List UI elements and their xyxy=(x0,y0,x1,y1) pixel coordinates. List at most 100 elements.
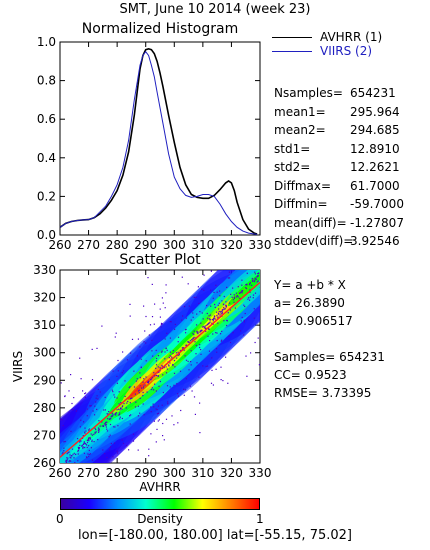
scatter-point xyxy=(104,396,106,398)
scatter-point xyxy=(190,361,192,363)
scatter-point xyxy=(85,430,87,432)
scatter-point xyxy=(226,324,228,327)
scatter-point xyxy=(192,332,194,334)
scatter-point xyxy=(104,453,106,455)
scatter-point xyxy=(162,391,164,394)
scatter-point xyxy=(70,374,72,376)
scatter-point xyxy=(155,408,157,410)
scatter-point xyxy=(169,321,171,323)
scatter-point xyxy=(255,278,257,280)
scatter-point xyxy=(173,372,176,374)
scatter-point xyxy=(203,327,205,329)
scatter-point xyxy=(160,322,163,324)
scatter-point xyxy=(154,383,156,385)
scatter-point xyxy=(130,414,132,416)
scatter-point xyxy=(253,317,255,319)
scatter-point xyxy=(66,459,68,461)
legend-item-avhrr: AVHRR (1) xyxy=(272,30,382,44)
scatter-point xyxy=(144,384,146,386)
scatter-point xyxy=(188,341,190,343)
scatter-point xyxy=(216,351,218,353)
scatter-point xyxy=(181,276,183,278)
scatter-point xyxy=(208,328,210,330)
scatter-point xyxy=(132,433,135,435)
scatter-point xyxy=(229,341,232,344)
scatter-point xyxy=(213,317,215,319)
scatter-point xyxy=(218,312,220,314)
scatter-point xyxy=(236,295,238,297)
scatter-point xyxy=(142,387,144,389)
scatter-point xyxy=(108,379,110,381)
scatter-point xyxy=(237,296,239,298)
scatter-point xyxy=(80,440,82,442)
histogram-series-viirs xyxy=(59,50,258,235)
stat-value: 294.685 xyxy=(350,123,400,137)
scatter-point xyxy=(94,432,96,434)
scatter-point xyxy=(142,395,144,397)
scatter-point xyxy=(228,335,230,337)
scatter-point xyxy=(197,331,199,333)
scatter-point xyxy=(73,457,75,459)
scatter-point xyxy=(233,301,235,303)
scatter-point xyxy=(177,395,179,397)
scatter-point xyxy=(162,435,164,437)
scatter-point xyxy=(153,420,155,422)
scatter-point xyxy=(176,357,178,359)
scatter-point xyxy=(96,408,98,410)
scatter-point xyxy=(223,295,225,298)
scatter-point xyxy=(113,442,116,444)
scatter-point xyxy=(209,319,211,321)
scatter-point xyxy=(182,315,184,317)
stat-value: 12.8910 xyxy=(350,141,400,156)
scatter-point xyxy=(110,416,112,418)
scatter-point xyxy=(129,402,131,404)
scatter-point xyxy=(170,358,172,360)
scatter-point xyxy=(114,426,116,428)
scatter-point xyxy=(114,413,116,415)
scatter-point xyxy=(125,407,127,409)
scatter-point xyxy=(210,289,212,291)
scatter-point xyxy=(238,292,240,294)
colorbar-title: Density xyxy=(137,512,183,526)
scatter-point xyxy=(155,367,157,369)
scatter-point xyxy=(120,407,122,409)
histogram-x-tick-label: 300 xyxy=(163,238,186,252)
scatter-point xyxy=(245,284,247,286)
scatter-point xyxy=(77,460,79,462)
scatter-point xyxy=(89,405,91,407)
scatter-point xyxy=(172,352,174,355)
scatter-point xyxy=(193,330,195,332)
scatter-point xyxy=(162,374,164,376)
scatter-point xyxy=(251,277,253,280)
stat-label: std1= xyxy=(274,141,311,156)
scatter-point xyxy=(139,385,141,387)
scatter-point xyxy=(201,288,203,290)
scatter-point xyxy=(84,427,86,429)
scatter-point xyxy=(150,406,152,408)
scatter-point xyxy=(119,418,121,420)
scatter-point xyxy=(138,389,140,391)
scatter-point xyxy=(177,351,179,353)
scatter-point xyxy=(150,433,152,435)
scatter-point xyxy=(161,297,163,299)
scatter-point xyxy=(217,304,219,306)
scatter-point xyxy=(80,419,82,421)
scatter-point xyxy=(126,445,128,447)
scatter-point xyxy=(87,455,90,457)
scatter-point xyxy=(162,422,164,425)
scatter-point xyxy=(70,457,72,459)
scatter-point xyxy=(77,438,79,440)
scatter-point xyxy=(151,387,153,389)
scatter-point xyxy=(117,452,119,454)
scatter-point xyxy=(235,292,237,294)
scatter-point xyxy=(87,453,89,455)
scatter-point xyxy=(251,284,253,286)
scatter-point xyxy=(90,462,92,463)
scatter-point xyxy=(254,292,257,294)
scatter-point xyxy=(91,439,93,441)
scatter-point xyxy=(147,382,150,384)
scatter-point xyxy=(257,273,259,275)
scatter-point xyxy=(217,313,219,315)
scatter-point xyxy=(91,434,93,436)
scatter-point xyxy=(79,357,81,359)
